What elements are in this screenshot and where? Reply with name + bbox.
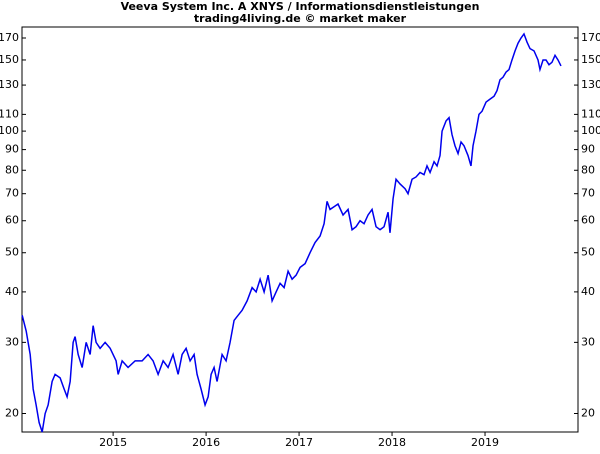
y-tick-label: 70 xyxy=(5,187,19,200)
x-tick-label: 2015 xyxy=(99,436,127,449)
y-tick-label-right: 90 xyxy=(581,143,595,156)
x-tick-label: 2018 xyxy=(378,436,406,449)
y-tick-label: 20 xyxy=(5,407,19,420)
x-tick-label: 2017 xyxy=(285,436,313,449)
y-tick-label: 150 xyxy=(0,53,19,66)
price-line xyxy=(21,32,562,433)
x-tick-label: 2019 xyxy=(471,436,499,449)
y-tick-label: 170 xyxy=(0,31,19,44)
y-tick-label: 80 xyxy=(5,163,19,176)
y-tick-label: 90 xyxy=(5,143,19,156)
y-tick-label-right: 150 xyxy=(581,53,600,66)
y-tick-label: 40 xyxy=(5,285,19,298)
y-tick-label-right: 20 xyxy=(581,407,595,420)
y-tick-label-right: 30 xyxy=(581,335,595,348)
y-tick-label-right: 110 xyxy=(581,107,600,120)
y-tick-label-right: 40 xyxy=(581,285,595,298)
y-tick-label: 50 xyxy=(5,246,19,259)
y-tick-label-right: 70 xyxy=(581,187,595,200)
y-tick-label-right: 170 xyxy=(581,31,600,44)
x-tick-label: 2016 xyxy=(192,436,220,449)
y-tick-label: 100 xyxy=(0,124,19,137)
chart-subtitle: trading4living.de © market maker xyxy=(194,12,407,25)
y-tick-label-right: 50 xyxy=(581,246,595,259)
y-tick-label: 110 xyxy=(0,107,19,120)
plot-frame xyxy=(21,26,579,433)
y-tick-label: 30 xyxy=(5,335,19,348)
y-tick-label-right: 80 xyxy=(581,163,595,176)
y-tick-label-right: 130 xyxy=(581,78,600,91)
y-tick-label: 130 xyxy=(0,78,19,91)
y-tick-label-right: 60 xyxy=(581,214,595,227)
y-tick-label: 60 xyxy=(5,214,19,227)
chart-title: Veeva System Inc. A XNYS / Informationsd… xyxy=(121,0,480,13)
y-tick-label-right: 100 xyxy=(581,124,600,137)
